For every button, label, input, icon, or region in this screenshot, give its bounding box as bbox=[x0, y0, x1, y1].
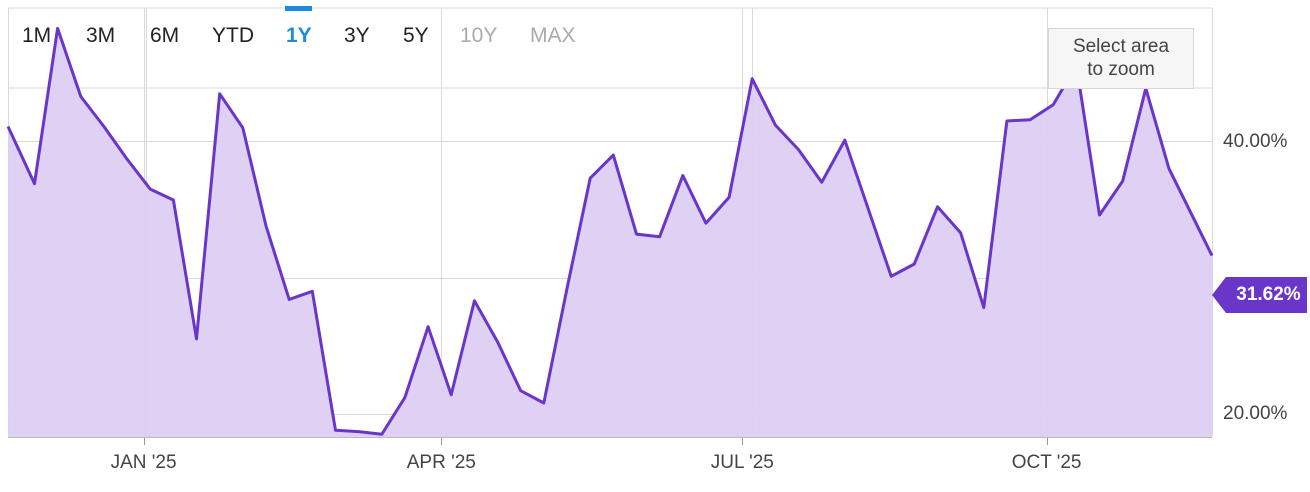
last-value-badge: 31.62% bbox=[1212, 277, 1307, 313]
range-button-max: MAX bbox=[530, 24, 576, 47]
active-range-indicator bbox=[285, 6, 312, 11]
zoom-hint-line1: Select area bbox=[1072, 36, 1170, 57]
zoom-hint-line2: to zoom bbox=[1087, 59, 1155, 80]
x-tick-label-3: OCT '25 bbox=[1011, 452, 1082, 473]
badge-shape bbox=[1212, 277, 1307, 313]
range-button-1y[interactable]: 1Y bbox=[286, 24, 312, 47]
series-line[interactable] bbox=[6, 26, 1214, 436]
x-tick-label-0: JAN '25 bbox=[110, 452, 177, 473]
range-button-10y: 10Y bbox=[460, 24, 498, 47]
x-tick-label-1: APR '25 bbox=[406, 452, 476, 473]
range-button-3y[interactable]: 3Y bbox=[344, 24, 370, 47]
x-tick-label-2: JUL '25 bbox=[710, 452, 774, 473]
range-button-6m[interactable]: 6M bbox=[150, 24, 180, 47]
area-fill bbox=[8, 28, 1212, 438]
range-button-ytd[interactable]: YTD bbox=[212, 24, 254, 47]
range-button-3m[interactable]: 3M bbox=[86, 24, 116, 47]
zoom-hint-box: Select area to zoom bbox=[1048, 28, 1194, 89]
range-button-5y[interactable]: 5Y bbox=[403, 24, 429, 47]
last-value-label: 31.62% bbox=[1236, 284, 1301, 305]
y-tick-label-1: 40.00% bbox=[1223, 130, 1288, 152]
axis-lines bbox=[8, 437, 1212, 445]
y-tick-label-0: 20.00% bbox=[1223, 402, 1288, 424]
range-button-1m[interactable]: 1M bbox=[22, 24, 52, 47]
